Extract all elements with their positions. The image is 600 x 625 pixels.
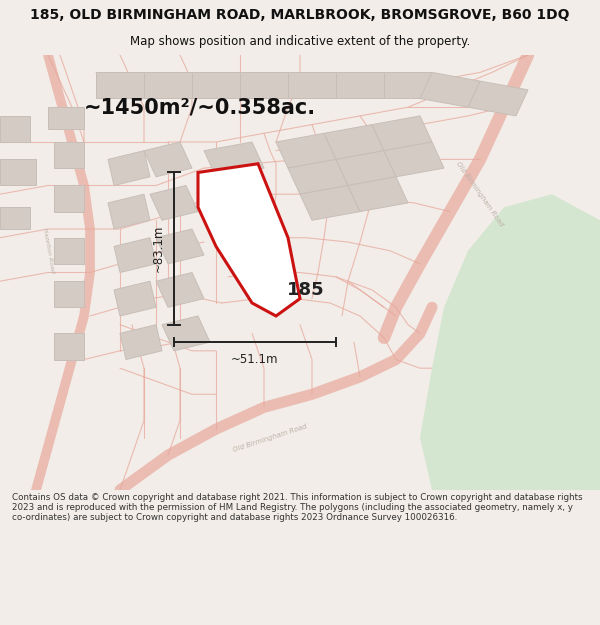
Polygon shape bbox=[54, 333, 84, 359]
Polygon shape bbox=[240, 72, 288, 99]
Polygon shape bbox=[54, 186, 84, 212]
Polygon shape bbox=[276, 133, 336, 168]
Text: Old Birmingham Road: Old Birmingham Road bbox=[232, 423, 308, 452]
Polygon shape bbox=[198, 164, 300, 316]
Text: Map shows position and indicative extent of the property.: Map shows position and indicative extent… bbox=[130, 35, 470, 48]
Polygon shape bbox=[54, 238, 84, 264]
Text: ~1450m²/~0.358ac.: ~1450m²/~0.358ac. bbox=[84, 98, 316, 118]
Polygon shape bbox=[348, 177, 408, 212]
Text: ~83.1m: ~83.1m bbox=[152, 225, 165, 272]
Text: ~51.1m: ~51.1m bbox=[231, 353, 279, 366]
Polygon shape bbox=[144, 72, 192, 99]
Polygon shape bbox=[300, 186, 360, 220]
Polygon shape bbox=[336, 151, 396, 186]
Polygon shape bbox=[0, 208, 30, 229]
Polygon shape bbox=[54, 281, 84, 308]
Polygon shape bbox=[372, 116, 432, 151]
Text: 185: 185 bbox=[287, 281, 325, 299]
Polygon shape bbox=[468, 81, 528, 116]
Polygon shape bbox=[96, 72, 144, 99]
Text: Hazelton Road: Hazelton Road bbox=[41, 228, 55, 274]
Polygon shape bbox=[144, 142, 192, 177]
Polygon shape bbox=[108, 151, 150, 186]
Polygon shape bbox=[162, 316, 210, 351]
Text: Old Birmingham Road: Old Birmingham Road bbox=[455, 161, 505, 228]
Polygon shape bbox=[0, 116, 30, 142]
Polygon shape bbox=[114, 281, 156, 316]
Polygon shape bbox=[156, 272, 204, 308]
Polygon shape bbox=[420, 72, 480, 107]
Polygon shape bbox=[150, 186, 198, 220]
Polygon shape bbox=[216, 186, 276, 220]
Polygon shape bbox=[324, 124, 384, 159]
Text: 185, OLD BIRMINGHAM ROAD, MARLBROOK, BROMSGROVE, B60 1DQ: 185, OLD BIRMINGHAM ROAD, MARLBROOK, BRO… bbox=[30, 8, 570, 22]
Polygon shape bbox=[288, 72, 336, 99]
Polygon shape bbox=[192, 72, 240, 99]
Text: Contains OS data © Crown copyright and database right 2021. This information is : Contains OS data © Crown copyright and d… bbox=[12, 492, 583, 522]
Polygon shape bbox=[288, 159, 348, 194]
Polygon shape bbox=[108, 194, 150, 229]
Polygon shape bbox=[48, 107, 84, 129]
Polygon shape bbox=[54, 142, 84, 168]
Polygon shape bbox=[420, 194, 600, 490]
Polygon shape bbox=[384, 142, 444, 177]
Polygon shape bbox=[0, 159, 36, 186]
Polygon shape bbox=[156, 229, 204, 264]
Polygon shape bbox=[114, 238, 156, 272]
Polygon shape bbox=[336, 72, 384, 99]
Polygon shape bbox=[384, 72, 432, 99]
Polygon shape bbox=[120, 325, 162, 359]
Polygon shape bbox=[228, 233, 288, 268]
Polygon shape bbox=[204, 142, 264, 177]
